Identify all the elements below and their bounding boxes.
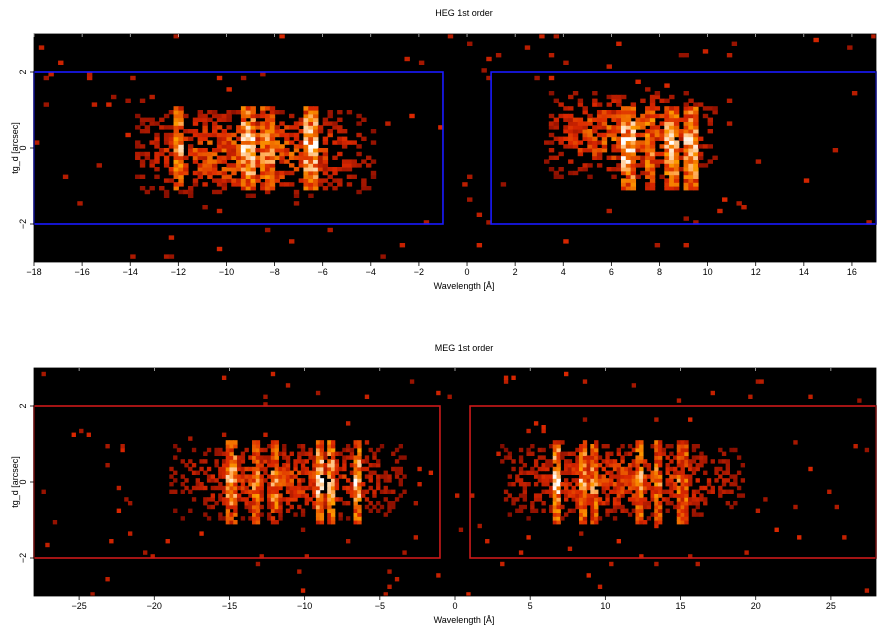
x-tick-label: 16 — [847, 267, 857, 277]
x-tick-label: −10 — [297, 601, 312, 611]
x-tick-label: 10 — [600, 601, 610, 611]
panel-1: HEG 1st order −18 −16 −14 −12 −10 −8 −6 −4 −2 0 2 4 6… — [10, 8, 877, 291]
x-tick-label: −20 — [147, 601, 162, 611]
x-tick-label: −5 — [375, 601, 385, 611]
x-tick-label: 25 — [826, 601, 836, 611]
x-tick-label: −18 — [26, 267, 41, 277]
x-tick-label: 5 — [528, 601, 533, 611]
y-axis-label: tg_d [arcsec] — [10, 122, 20, 174]
x-tick-label: −10 — [219, 267, 234, 277]
x-tick-label: −16 — [74, 267, 89, 277]
x-tick-label: 15 — [676, 601, 686, 611]
x-tick-label: 20 — [751, 601, 761, 611]
x-tick-label: −6 — [318, 267, 328, 277]
y-tick-label: 0 — [18, 479, 28, 484]
x-tick-label: −25 — [71, 601, 86, 611]
x-tick-label: −8 — [269, 267, 279, 277]
x-tick-label: −14 — [123, 267, 138, 277]
x-tick-label: 2 — [513, 267, 518, 277]
x-tick-label: 4 — [561, 267, 566, 277]
y-tick-label: −2 — [18, 553, 28, 563]
x-axis-label: Wavelength [Å] — [434, 281, 495, 291]
y-tick-label: 2 — [18, 403, 28, 408]
x-axis-label: Wavelength [Å] — [434, 615, 495, 625]
x-tick-label: −4 — [366, 267, 376, 277]
y-tick-label: −2 — [18, 219, 28, 229]
y-tick-label: 0 — [18, 145, 28, 150]
plot-area — [34, 368, 876, 596]
x-tick-label: −15 — [222, 601, 237, 611]
x-tick-label: 12 — [751, 267, 761, 277]
chart-title: MEG 1st order — [435, 343, 494, 353]
chart-title: HEG 1st order — [435, 8, 493, 18]
x-tick-label: 0 — [465, 267, 470, 277]
x-tick-label: 8 — [657, 267, 662, 277]
x-tick-label: −12 — [171, 267, 186, 277]
x-tick-label: 0 — [452, 601, 457, 611]
x-tick-label: 14 — [799, 267, 809, 277]
x-tick-label: −2 — [414, 267, 424, 277]
counts-image — [41, 371, 870, 596]
panel-2: MEG 1st order−25 −20 −15 −10 −5 0 5 10 15 20 25−20… — [10, 343, 877, 625]
counts-image — [34, 34, 876, 259]
y-axis-label: tg_d [arcsec] — [10, 456, 20, 508]
x-tick-label: 6 — [609, 267, 614, 277]
x-tick-label: 10 — [703, 267, 713, 277]
y-tick-label: 2 — [18, 69, 28, 74]
